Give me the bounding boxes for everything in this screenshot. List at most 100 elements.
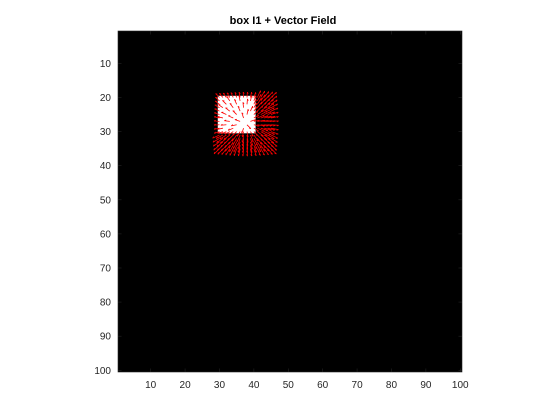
vector-arrow-head bbox=[259, 150, 262, 153]
x-axis: 10 20 30 40 50 60 70 80 90 100 bbox=[145, 31, 469, 391]
vector-arrow bbox=[253, 131, 259, 136]
vector-arrow-head bbox=[258, 153, 261, 156]
vector-arrow-head bbox=[259, 143, 263, 145]
vector-arrow-head bbox=[222, 100, 225, 102]
vector-arrow bbox=[232, 131, 237, 136]
vector-arrow bbox=[260, 141, 266, 148]
vector-arrow-head bbox=[269, 106, 271, 110]
vector-arrow bbox=[257, 101, 263, 108]
vector-arrow bbox=[226, 92, 231, 98]
vector-arrow bbox=[257, 127, 265, 132]
vector-arrow-head bbox=[241, 140, 243, 143]
vector-arrow bbox=[267, 99, 274, 105]
vector-arrow bbox=[253, 124, 260, 127]
vector-arrow bbox=[222, 100, 227, 105]
vector-arrow bbox=[246, 131, 249, 138]
vector-arrow bbox=[250, 92, 252, 98]
vector-arrow bbox=[270, 131, 279, 135]
vector-arrow bbox=[271, 116, 279, 119]
vector-arrow bbox=[250, 145, 253, 153]
vector-arrow-head bbox=[217, 131, 220, 134]
vector-arrow bbox=[217, 127, 224, 130]
vector-arrow bbox=[216, 134, 224, 139]
vector-arrow bbox=[214, 108, 220, 112]
vector-arrow bbox=[253, 145, 257, 153]
vector-arrow bbox=[253, 134, 259, 142]
vector-arrow-head bbox=[272, 99, 274, 102]
vector-arrow-head bbox=[268, 98, 270, 102]
vector-arrow bbox=[237, 105, 241, 112]
vector-arrow bbox=[271, 120, 279, 122]
vector-arrow bbox=[221, 144, 227, 152]
vector-arrow-head bbox=[241, 134, 243, 138]
vector-arrow-head bbox=[256, 110, 259, 113]
vector-arrow-head bbox=[276, 111, 279, 114]
vector-arrow-head bbox=[255, 147, 258, 149]
vector-arrow bbox=[226, 96, 231, 102]
vector-arrow bbox=[267, 141, 274, 147]
vector-arrow bbox=[234, 92, 238, 98]
vector-arrow-head bbox=[237, 150, 239, 153]
vector-arrow bbox=[253, 127, 259, 132]
vector-arrow-head bbox=[266, 110, 268, 113]
vector-arrow-head bbox=[212, 140, 215, 143]
vector-arrow-head bbox=[276, 103, 278, 106]
vector-arrow-head bbox=[246, 154, 248, 157]
x-tick-label: 60 bbox=[317, 380, 329, 391]
vector-arrow bbox=[250, 131, 254, 137]
x-tick-label: 30 bbox=[214, 380, 226, 391]
y-tick-label: 50 bbox=[100, 195, 112, 206]
vector-arrow bbox=[264, 127, 272, 131]
vector-arrow bbox=[231, 124, 237, 127]
vector-arrow-head bbox=[213, 127, 216, 130]
vector-arrow-head bbox=[269, 111, 272, 114]
vector-arrow-head bbox=[276, 120, 279, 123]
vector-arrow-head bbox=[263, 150, 266, 152]
vector-arrow-head bbox=[257, 114, 259, 118]
y-tick-label: 80 bbox=[100, 298, 112, 309]
vector-arrow-head bbox=[238, 95, 241, 98]
vector-arrow-head bbox=[268, 102, 271, 105]
vector-arrow bbox=[225, 107, 231, 112]
vector-arrow-head bbox=[266, 115, 269, 118]
vector-arrow bbox=[238, 95, 241, 102]
plot-area bbox=[118, 31, 462, 372]
vector-arrow bbox=[250, 119, 256, 122]
vector-arrow bbox=[217, 148, 224, 155]
x-tick-label: 50 bbox=[283, 380, 295, 391]
vector-arrow-head bbox=[248, 127, 251, 129]
vector-arrow bbox=[217, 116, 224, 119]
vector-arrow-head bbox=[215, 93, 218, 95]
vector-arrow-head bbox=[241, 112, 244, 115]
vector-arrow bbox=[260, 90, 265, 98]
vector-arrow bbox=[267, 131, 275, 135]
vector-arrow bbox=[260, 115, 269, 119]
vector-arrow-head bbox=[266, 153, 269, 156]
vector-arrow-head bbox=[251, 143, 254, 146]
vector-arrow bbox=[219, 134, 227, 140]
vector-arrow-head bbox=[242, 102, 245, 105]
vector-arrow bbox=[250, 138, 254, 146]
vector-arrow-head bbox=[217, 115, 220, 118]
x-tick-label: 10 bbox=[145, 380, 157, 391]
x-tick-label: 20 bbox=[180, 380, 192, 391]
vector-arrow bbox=[250, 148, 253, 157]
vector-arrow-head bbox=[251, 134, 254, 137]
vector-arrow bbox=[212, 134, 220, 139]
y-tick-label: 10 bbox=[100, 59, 112, 70]
vector-arrow bbox=[257, 119, 265, 122]
vector-arrow bbox=[237, 138, 241, 146]
vector-arrow-head bbox=[213, 115, 217, 118]
vector-arrow-head bbox=[223, 137, 225, 140]
vector-arrow-head bbox=[213, 123, 216, 126]
y-tick-label: 20 bbox=[100, 93, 112, 104]
vector-arrow-head bbox=[226, 96, 229, 98]
vector-arrow-head bbox=[251, 92, 253, 95]
vector-arrow bbox=[267, 138, 275, 144]
vector-arrow bbox=[263, 144, 270, 152]
vector-arrow bbox=[270, 144, 278, 151]
vector-arrow bbox=[221, 111, 227, 115]
vector-arrow-head bbox=[273, 111, 275, 114]
vector-arrow bbox=[232, 110, 237, 115]
vector-arrow bbox=[253, 114, 259, 119]
